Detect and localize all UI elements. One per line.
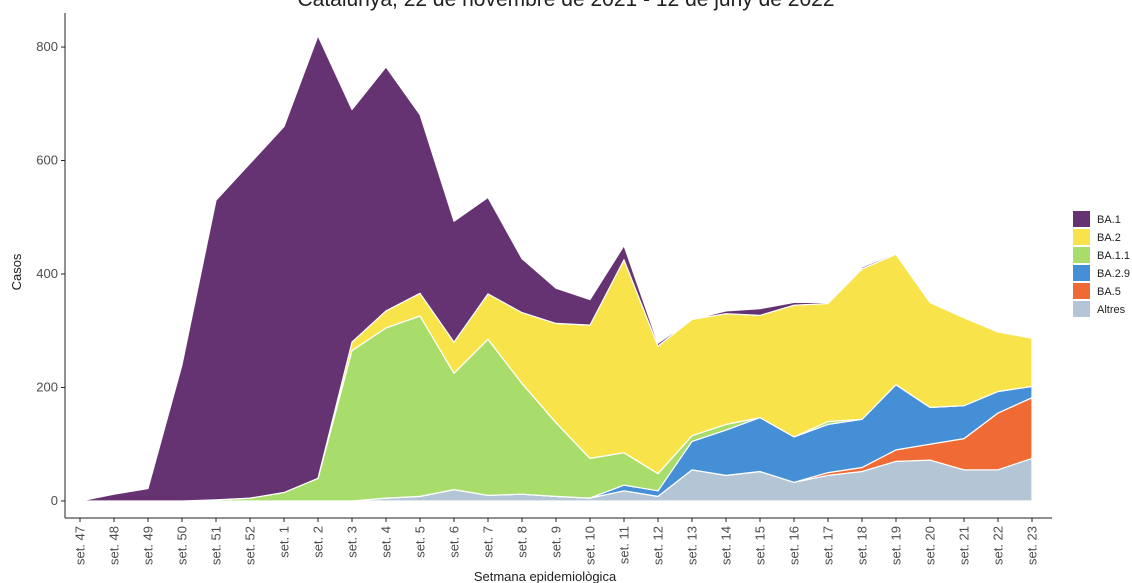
legend-item-altres: Altres (1073, 301, 1126, 317)
y-tick-label: 800 (36, 39, 58, 54)
x-tick-label: set. 2 (311, 526, 326, 558)
area-ba-1 (79, 35, 1033, 502)
x-tick-label: set. 14 (719, 526, 734, 565)
x-tick-label: set. 17 (821, 526, 836, 565)
x-tick-label: set. 3 (345, 526, 360, 558)
x-tick-label: set. 18 (855, 526, 870, 565)
x-tick-label: set. 51 (209, 526, 224, 565)
legend-swatch (1073, 301, 1090, 317)
x-tick-label: set. 11 (617, 526, 632, 564)
y-tick-label: 400 (36, 266, 58, 281)
y-axis-title: Casos (9, 253, 24, 290)
x-tick-label: set. 50 (175, 526, 190, 565)
x-tick-label: set. 22 (991, 526, 1006, 565)
legend-item-ba-1: BA.1 (1073, 211, 1121, 227)
y-axis: 0 200 400 600 800 (36, 13, 66, 518)
y-tick-label: 200 (36, 379, 58, 394)
x-tick-label: set. 5 (413, 526, 428, 558)
x-tick-label: set. 49 (141, 526, 156, 565)
x-tick-label: set. 12 (651, 526, 666, 565)
y-tick-label: 0 (51, 493, 58, 508)
legend-label: Altres (1097, 304, 1126, 316)
legend-label: BA.2.9 (1097, 268, 1130, 280)
legend-label: BA.1.1 (1097, 250, 1130, 262)
x-tick-label: set. 20 (923, 526, 938, 565)
legend-item-ba-5: BA.5 (1073, 283, 1121, 299)
legend-swatch (1073, 283, 1090, 299)
x-tick-label: set. 4 (379, 526, 394, 558)
x-tick-label: set. 9 (549, 526, 564, 558)
x-axis-title: Setmana epidemiològica (474, 569, 617, 583)
legend-label: BA.2 (1097, 232, 1121, 244)
area-layers (79, 35, 1033, 502)
legend-swatch (1073, 211, 1090, 227)
x-tick-label: set. 21 (957, 526, 972, 565)
x-tick-label: set. 8 (515, 526, 530, 558)
x-tick-label: set. 48 (107, 526, 122, 565)
chart-title: Catalunya, 22 de novembre de 2021 - 12 d… (0, 0, 1132, 12)
x-tick-label: set. 6 (447, 526, 462, 558)
legend-swatch (1073, 229, 1090, 245)
legend-label: BA.1 (1097, 214, 1121, 226)
y-tick-label: 600 (36, 153, 58, 168)
x-tick-label: set. 7 (481, 526, 496, 558)
x-tick-label: set. 15 (753, 526, 768, 565)
legend-item-ba-2-9: BA.2.9 (1073, 265, 1130, 281)
x-tick-label: set. 19 (889, 526, 904, 565)
x-tick-label: set. 1 (277, 526, 292, 558)
legend-item-ba-1-1: BA.1.1 (1073, 247, 1130, 263)
x-tick-label: set. 23 (1025, 526, 1040, 565)
legend-swatch (1073, 265, 1090, 281)
x-tick-label: set. 13 (685, 526, 700, 565)
x-tick-label: set. 10 (583, 526, 598, 565)
legend: BA.1 BA.2 BA.1.1 BA.2.9 BA.5 Altres (1073, 211, 1130, 317)
legend-swatch (1073, 247, 1090, 263)
legend-item-ba-2: BA.2 (1073, 229, 1121, 245)
legend-label: BA.5 (1097, 286, 1121, 298)
x-axis: set. 47 set. 48 set. 49 set. 50 set. 51 set. … (65, 517, 1052, 565)
x-tick-label: set. 47 (73, 526, 88, 565)
x-tick-label: set. 52 (243, 526, 258, 565)
x-tick-label: set. 16 (787, 526, 802, 565)
